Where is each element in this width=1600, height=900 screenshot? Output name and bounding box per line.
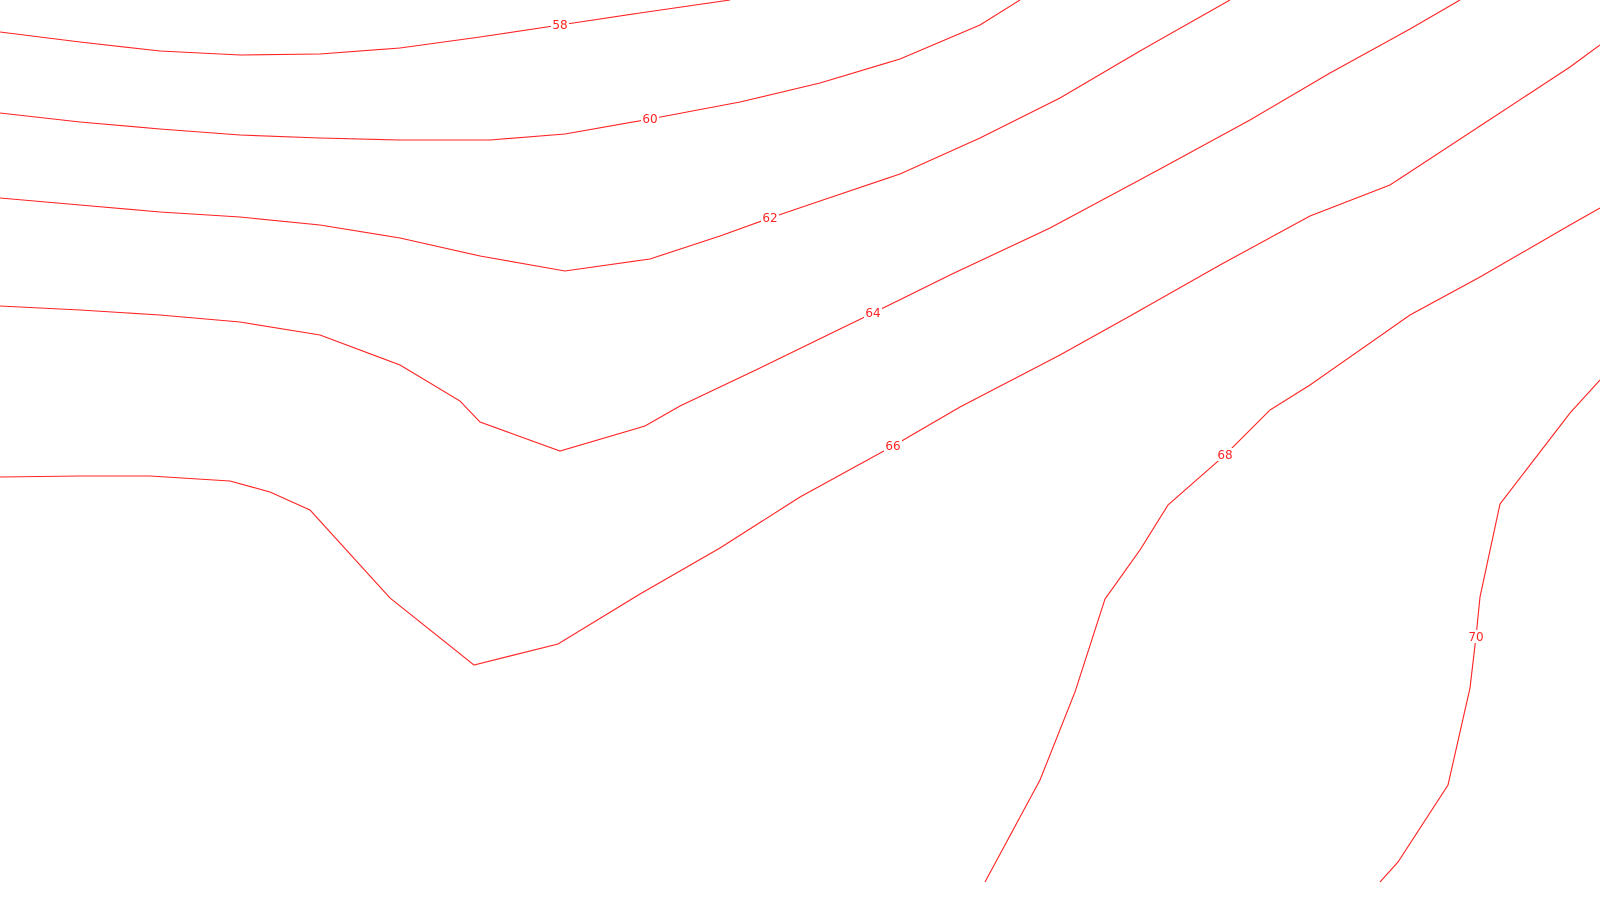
contour-line-68 bbox=[984, 207, 1600, 883]
contour-label-58: 58 bbox=[552, 18, 567, 32]
contour-68: 68 bbox=[984, 207, 1600, 883]
contour-label-background bbox=[551, 18, 569, 31]
contour-58: 58 bbox=[0, 0, 731, 56]
contour-line-58 bbox=[0, 0, 731, 56]
contour-label-70: 70 bbox=[1468, 630, 1483, 644]
contour-line-66 bbox=[0, 44, 1600, 666]
contour-label-background bbox=[641, 112, 659, 125]
contour-line-60 bbox=[0, 0, 1021, 141]
contour-60: 60 bbox=[0, 0, 1021, 141]
contour-66: 66 bbox=[0, 44, 1600, 666]
contour-line-70 bbox=[1379, 379, 1600, 883]
contour-line-64 bbox=[0, 0, 1461, 452]
contour-label-68: 68 bbox=[1217, 448, 1232, 462]
contour-64: 64 bbox=[0, 0, 1461, 452]
contour-line-62 bbox=[0, 0, 1231, 272]
contour-label-background bbox=[884, 439, 902, 452]
contour-label-background bbox=[1216, 448, 1234, 461]
contour-label-64: 64 bbox=[865, 306, 880, 320]
contour-label-background bbox=[1467, 630, 1485, 643]
contour-label-background bbox=[761, 211, 779, 224]
contour-label-60: 60 bbox=[642, 112, 657, 126]
contour-label-background bbox=[864, 306, 882, 319]
contour-label-66: 66 bbox=[885, 439, 900, 453]
contour-62: 62 bbox=[0, 0, 1231, 272]
contour-label-62: 62 bbox=[762, 211, 777, 225]
contour-70: 70 bbox=[1379, 379, 1600, 883]
